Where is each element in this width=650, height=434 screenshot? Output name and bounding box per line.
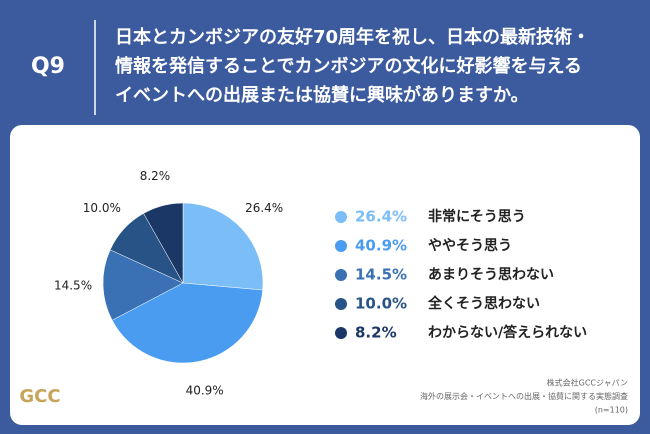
data-label: 26.4% <box>245 201 283 215</box>
pie-slice <box>102 249 184 321</box>
legend-swatch <box>335 240 347 252</box>
legend-value: 8.2% <box>355 324 397 342</box>
source-line: (n=110) <box>595 406 628 415</box>
legend-swatch <box>335 211 347 223</box>
pie-slice <box>111 282 263 364</box>
legend-label: あまりそう思わない <box>428 267 554 283</box>
question-line: 日本とカンボジアの友好70周年を祝し、日本の最新技術・ <box>115 26 590 48</box>
question-line: イベントへの出展または協賛に興味がありますか。 <box>115 84 529 106</box>
legend-value: 26.4% <box>355 208 407 226</box>
data-label: 40.9% <box>186 383 224 397</box>
pie-slice <box>143 202 184 284</box>
data-label: 8.2% <box>140 169 171 183</box>
source-line: 海外の展示会・イベントへの出展・協賛に関する実態調査 <box>420 391 628 401</box>
source-line: 株式会社GCCジャパン <box>547 378 628 388</box>
legend-value: 14.5% <box>355 266 407 284</box>
pie-slice <box>182 202 264 291</box>
question-number: Q9 <box>31 54 65 79</box>
legend-swatch <box>335 269 347 281</box>
legend-value: 10.0% <box>355 295 407 313</box>
question-line: 情報を発信することでカンボジアの文化に好影響を与える <box>115 55 582 77</box>
logo: GCC <box>19 386 60 407</box>
legend-label: 非常にそう思う <box>428 208 526 225</box>
legend-label: ややそう思う <box>428 238 512 254</box>
legend-label: 全くそう思わない <box>427 295 540 312</box>
legend-value: 40.9% <box>355 237 407 255</box>
legend-swatch <box>335 298 347 310</box>
legend-label: わからない/答えられない <box>428 324 587 341</box>
legend-swatch <box>335 327 347 339</box>
data-label: 10.0% <box>83 201 121 215</box>
data-label: 14.5% <box>54 279 92 293</box>
